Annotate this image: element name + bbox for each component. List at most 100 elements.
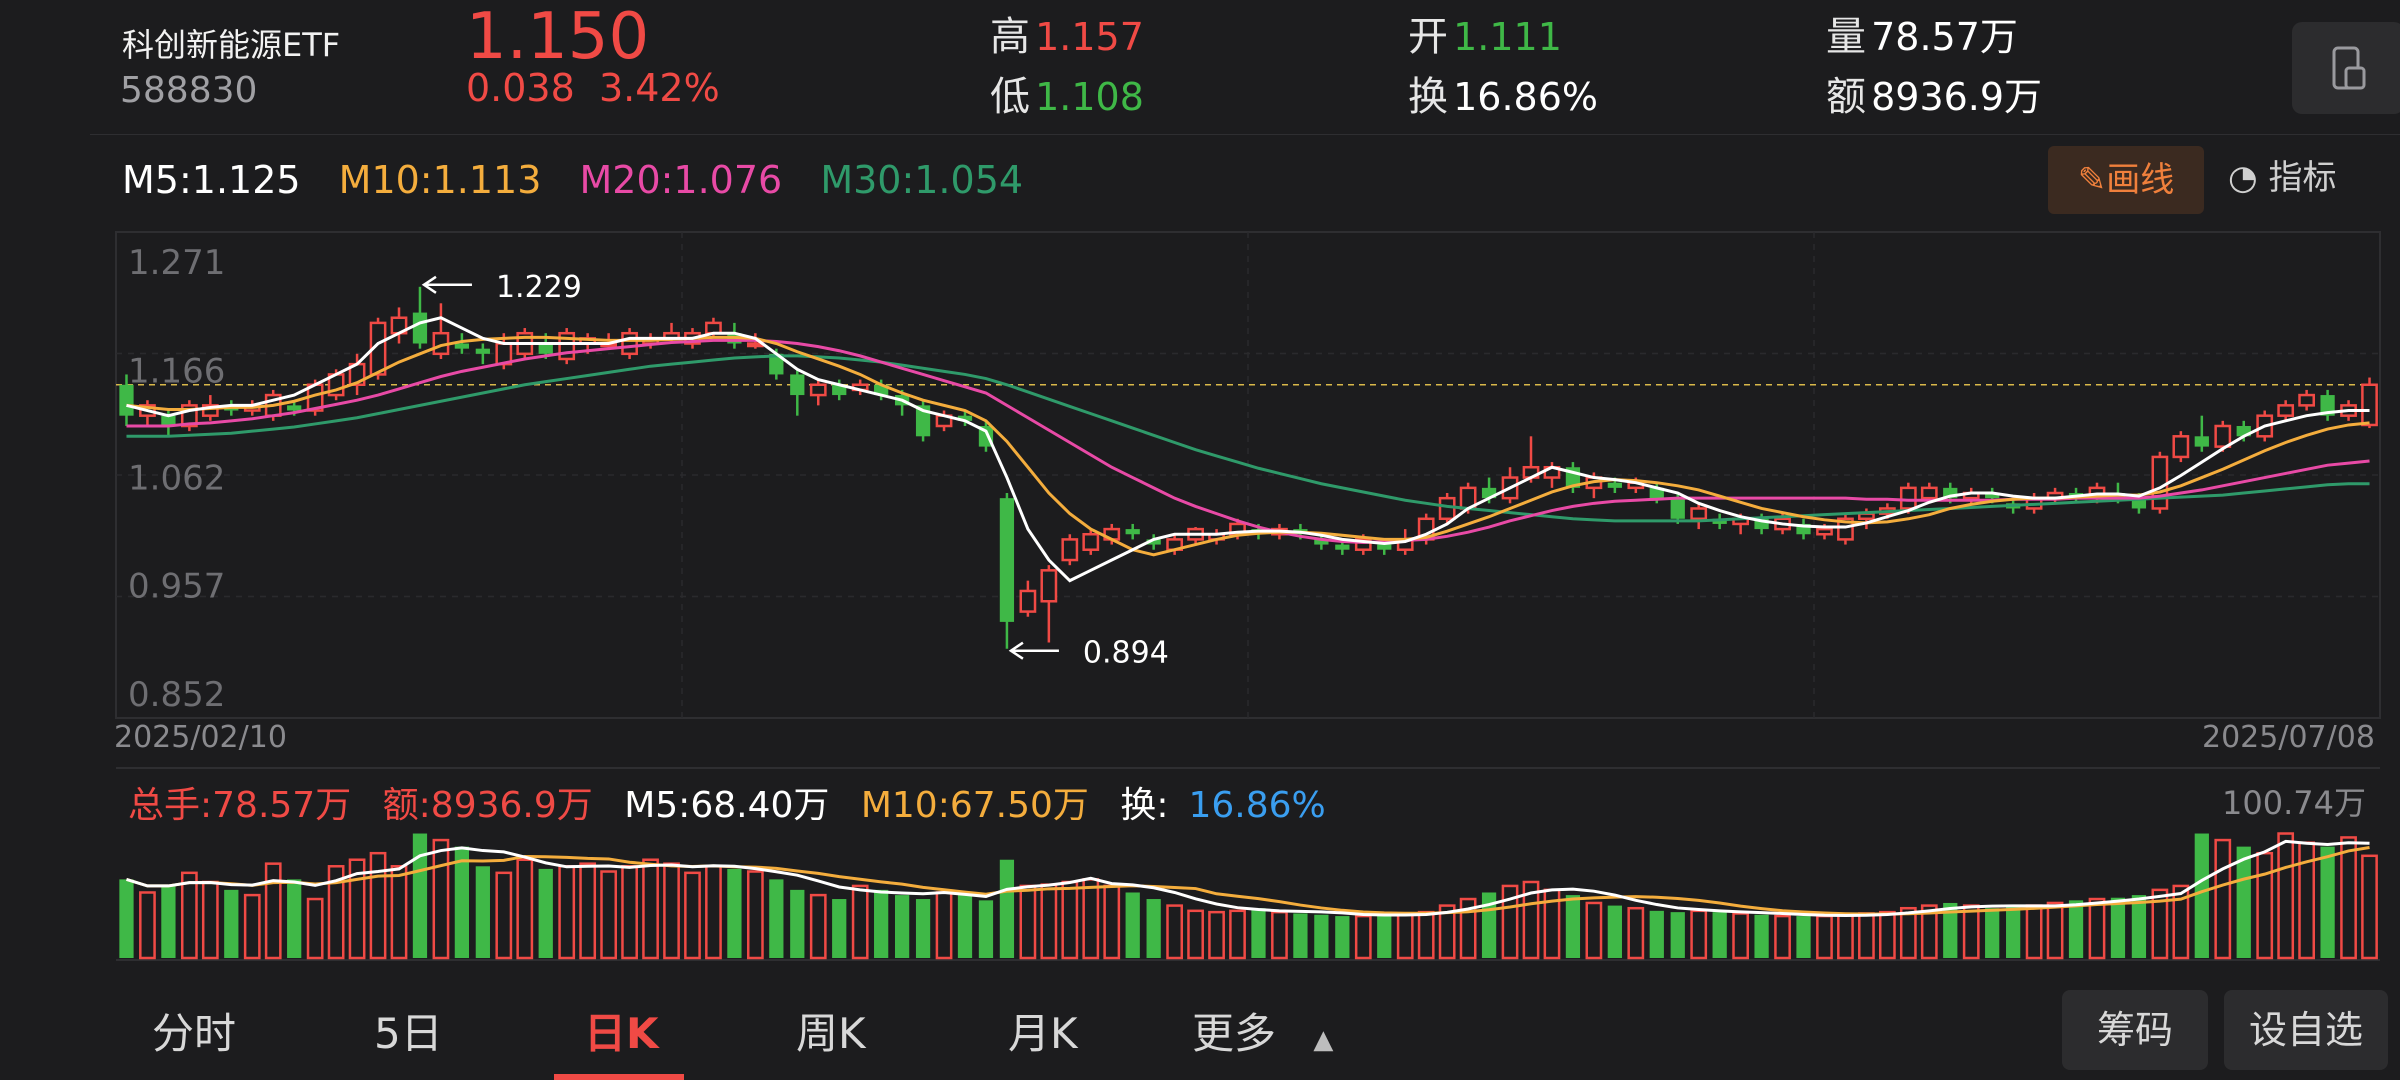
volume-bar bbox=[999, 859, 1015, 958]
volume-bar bbox=[1040, 883, 1058, 960]
min-arrow-head bbox=[1008, 641, 1024, 660]
volume-bar bbox=[705, 865, 722, 960]
volume-bar bbox=[306, 897, 324, 960]
candle bbox=[161, 415, 176, 426]
candle bbox=[1899, 486, 1917, 510]
volume-bar bbox=[390, 865, 408, 960]
volume-bar bbox=[1354, 914, 1372, 960]
volume-legend: 总手:78.57万 额:8936.9万 M5:68.40万 M10:67.50万… bbox=[128, 776, 1366, 828]
volume-bar bbox=[894, 895, 910, 958]
tab-intraday[interactable]: 分时 bbox=[152, 1009, 237, 1058]
volume-bar bbox=[1878, 910, 1896, 960]
volume-bar bbox=[1585, 901, 1603, 960]
ma5-label: M5:1.125 bbox=[122, 158, 301, 202]
indicator-button[interactable]: ◔ 指标 bbox=[2228, 158, 2337, 198]
candle bbox=[2361, 383, 2378, 427]
candle bbox=[538, 343, 553, 354]
candle bbox=[1607, 482, 1622, 488]
ma5-line bbox=[126, 316, 2370, 583]
volume-bar bbox=[516, 858, 534, 960]
candle bbox=[999, 498, 1015, 622]
volume-bar bbox=[1565, 895, 1581, 958]
y-tick-label: 0.957 bbox=[128, 567, 225, 607]
volume-bar bbox=[851, 884, 869, 960]
candle bbox=[2131, 498, 2147, 509]
candle bbox=[1920, 486, 1938, 500]
active-tab-indicator bbox=[554, 1074, 684, 1080]
volume-bar bbox=[1899, 906, 1917, 960]
tab-weekly-k[interactable]: 周K bbox=[796, 1009, 866, 1058]
stat-turnover: 换 16.86% bbox=[1408, 74, 1598, 120]
volume-bar bbox=[2172, 884, 2190, 960]
y-tick-label: 1.271 bbox=[128, 243, 225, 283]
start-date-label: 2025/02/10 bbox=[114, 720, 287, 755]
candle bbox=[2194, 436, 2209, 447]
add-watchlist-button[interactable]: 设自选 bbox=[2224, 990, 2388, 1070]
candle bbox=[790, 374, 805, 396]
candle bbox=[2172, 435, 2190, 459]
candle bbox=[1858, 512, 1875, 521]
volume-bar bbox=[1103, 884, 1121, 960]
change-percent: 3.42% bbox=[598, 66, 720, 110]
tab-more[interactable]: 更多 ▲ bbox=[1192, 1009, 1334, 1058]
candle bbox=[1837, 517, 1854, 541]
chips-button[interactable]: 筹码 bbox=[2062, 990, 2208, 1070]
volume-bar bbox=[1712, 912, 1727, 958]
vol-turnover: 换: 16.86% bbox=[1120, 785, 1326, 826]
volume-bar bbox=[327, 865, 345, 960]
candle bbox=[1649, 487, 1664, 499]
volume-bar bbox=[412, 833, 428, 958]
phone-rotate-icon bbox=[2332, 46, 2366, 90]
candle bbox=[454, 343, 470, 349]
volume-bar bbox=[746, 870, 764, 960]
volume-bar bbox=[2151, 888, 2169, 960]
landscape-toggle-button[interactable] bbox=[2292, 22, 2400, 114]
tab-monthly-k[interactable]: 月K bbox=[1008, 1009, 1078, 1058]
volume-bar bbox=[1501, 884, 1519, 960]
candle bbox=[957, 415, 973, 421]
volume-bar bbox=[348, 858, 366, 960]
volume-bar bbox=[1061, 880, 1079, 960]
candlestick-chart[interactable]: 1.271 1.166 1.062 0.957 0.852 1.229 0.894 bbox=[0, 0, 2400, 980]
candle bbox=[1125, 529, 1140, 535]
candle bbox=[1019, 589, 1037, 613]
candle bbox=[2151, 455, 2169, 510]
volume-bar bbox=[727, 868, 742, 958]
volume-bar bbox=[663, 862, 680, 960]
candle bbox=[1816, 527, 1833, 536]
volume-bar bbox=[2256, 851, 2274, 960]
volume-bar bbox=[1627, 906, 1645, 960]
volume-bar bbox=[1837, 913, 1854, 960]
volume-bar bbox=[2131, 895, 2147, 958]
candle bbox=[1354, 538, 1372, 551]
volume-bar bbox=[1082, 878, 1100, 960]
ma10-line bbox=[126, 335, 2370, 557]
tab-5day[interactable]: 5日 bbox=[374, 1009, 443, 1058]
volume-bar bbox=[432, 838, 450, 960]
candle bbox=[1040, 569, 1058, 603]
price-change: 0.038 3.42% bbox=[466, 66, 720, 110]
candle bbox=[1712, 518, 1727, 524]
y-tick-label: 0.852 bbox=[128, 675, 225, 715]
tab-daily-k[interactable]: 日K bbox=[584, 1009, 659, 1058]
gauge-icon: ◔ bbox=[2228, 158, 2258, 198]
volume-bar bbox=[832, 899, 847, 958]
candle bbox=[287, 405, 302, 411]
ma30-line bbox=[126, 354, 2370, 523]
total-volume-label: 总手:78.57万 bbox=[128, 785, 352, 826]
candle bbox=[1796, 523, 1811, 535]
volume-bar bbox=[161, 885, 176, 958]
vol-m5-label: M5:68.40万 bbox=[624, 785, 830, 826]
candle bbox=[201, 404, 219, 417]
candle bbox=[1690, 507, 1708, 521]
volume-bar bbox=[201, 880, 219, 960]
volume-bar bbox=[1187, 909, 1204, 960]
candle bbox=[1335, 544, 1350, 550]
security-code: 588830 bbox=[120, 70, 258, 111]
volume-bar bbox=[1459, 897, 1477, 960]
volume-bar bbox=[2068, 900, 2084, 958]
amount-label: 额:8936.9万 bbox=[382, 785, 593, 826]
candle bbox=[2320, 395, 2335, 416]
draw-line-button[interactable]: ✎画线 bbox=[2048, 146, 2204, 214]
volume-bar bbox=[2340, 836, 2357, 960]
